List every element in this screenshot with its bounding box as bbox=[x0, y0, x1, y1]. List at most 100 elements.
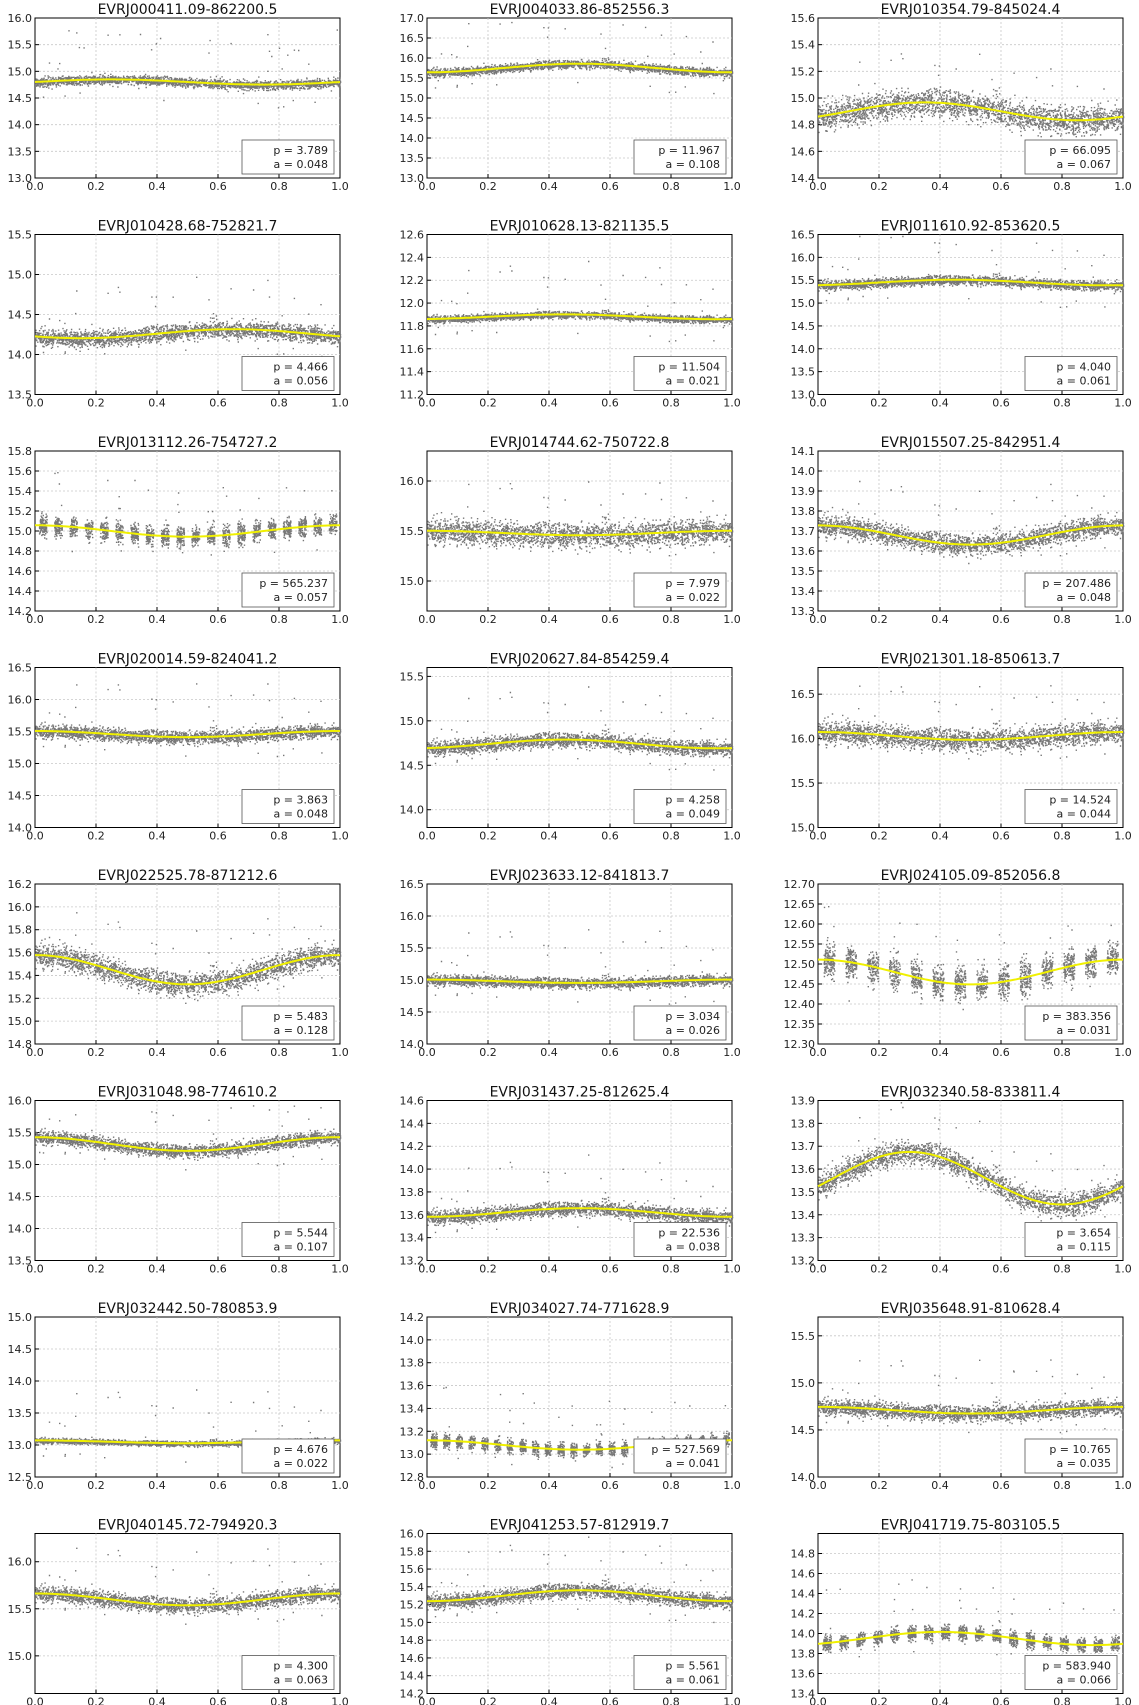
y-tick-label: 13.5 bbox=[8, 145, 33, 158]
y-tick-label: 16.0 bbox=[8, 1556, 33, 1569]
plot-title: EVRJ000411.09-862200.5 bbox=[98, 2, 278, 18]
x-tick-label: 0.2 bbox=[479, 1046, 497, 1059]
y-tick-label: 15.8 bbox=[8, 924, 33, 937]
lightcurve-panel-24: EVRJ041719.75-803105.5 0.0 0.2 0.4 0.6 0.8 1.0… bbox=[791, 1518, 1132, 1705]
y-tick-label: 15.4 bbox=[400, 1581, 425, 1594]
legend-box bbox=[1024, 789, 1118, 824]
legend-box bbox=[633, 789, 727, 824]
legend-period: p = 4.300 bbox=[273, 1660, 328, 1673]
y-tick-label: 14.0 bbox=[400, 1163, 425, 1176]
x-tick-label: 0.8 bbox=[1053, 1263, 1071, 1276]
legend-box bbox=[633, 139, 727, 175]
y-tick-label: 14.0 bbox=[8, 1223, 33, 1236]
legend-amplitude: a = 0.026 bbox=[666, 1024, 720, 1037]
y-tick-label: 13.2 bbox=[791, 1255, 816, 1268]
y-tick-label: 16.0 bbox=[8, 12, 33, 25]
x-tick-label: 0.4 bbox=[148, 180, 166, 193]
x-tick-label: 0.2 bbox=[87, 1479, 105, 1492]
y-tick-label: 12.50 bbox=[784, 958, 816, 971]
x-tick-label: 0.6 bbox=[209, 180, 227, 193]
y-tick-label: 13.0 bbox=[8, 172, 33, 185]
x-tick-label: 0.4 bbox=[540, 1696, 558, 1705]
x-tick-label: 0.2 bbox=[479, 397, 497, 410]
legend-box bbox=[633, 1222, 727, 1257]
x-tick-label: 0.6 bbox=[209, 830, 227, 843]
fit-curve bbox=[34, 78, 341, 86]
data-points bbox=[822, 1579, 1121, 1670]
x-tick-label: 1.0 bbox=[1114, 613, 1132, 626]
x-tick-label: 0.6 bbox=[601, 397, 619, 410]
x-tick-label: 0.6 bbox=[992, 613, 1010, 626]
legend-amplitude: a = 0.021 bbox=[666, 375, 720, 388]
legend-period: p = 383.356 bbox=[1042, 1010, 1111, 1023]
y-tick-label: 14.5 bbox=[8, 92, 33, 105]
legend-amplitude: a = 0.107 bbox=[274, 1241, 328, 1254]
legend-box bbox=[1024, 1438, 1118, 1474]
x-tick-label: 0.8 bbox=[270, 830, 288, 843]
y-tick-label: 15.0 bbox=[8, 65, 33, 78]
y-tick-label: 14.5 bbox=[400, 112, 425, 125]
fit-curve bbox=[426, 313, 732, 321]
fit-curve bbox=[427, 529, 732, 537]
y-tick-label: 15.2 bbox=[791, 65, 816, 78]
lightcurve-panel-18: EVRJ032340.58-833811.4 0.0 0.2 0.4 0.6 0.8 1.0… bbox=[791, 1085, 1132, 1276]
data-points bbox=[427, 1536, 734, 1624]
y-tick-label: 14.0 bbox=[791, 1471, 816, 1484]
fit-curve bbox=[818, 524, 1123, 546]
y-tick-label: 15.0 bbox=[8, 1159, 33, 1172]
legend-period: p = 527.569 bbox=[651, 1443, 720, 1456]
x-tick-label: 0.6 bbox=[209, 397, 227, 410]
x-tick-label: 0.2 bbox=[87, 1263, 105, 1276]
legend-amplitude: a = 0.063 bbox=[274, 1674, 328, 1687]
lightcurve-panel-23: EVRJ041253.57-812919.7 0.0 0.2 0.4 0.6 0.8 1.0… bbox=[400, 1518, 741, 1705]
y-tick-label: 13.8 bbox=[791, 1117, 816, 1130]
lightcurve-panel-9: EVRJ015507.25-842951.4 0.0 0.2 0.4 0.6 0.8 1.0… bbox=[791, 435, 1132, 626]
x-tick-label: 0.6 bbox=[992, 1479, 1010, 1492]
y-tick-label: 13.5 bbox=[791, 1186, 816, 1199]
plot-title: EVRJ032340.58-833811.4 bbox=[881, 1085, 1061, 1101]
y-tick-label: 15.8 bbox=[8, 445, 33, 458]
y-tick-label: 16.5 bbox=[400, 32, 425, 45]
y-tick-label: 16.5 bbox=[791, 688, 816, 701]
y-tick-label: 13.7 bbox=[791, 525, 816, 538]
x-tick-label: 0.6 bbox=[209, 1263, 227, 1276]
y-tick-label: 12.0 bbox=[400, 297, 425, 310]
x-tick-label: 0.8 bbox=[662, 1479, 680, 1492]
y-tick-label: 13.5 bbox=[8, 1407, 33, 1420]
y-tick-label: 14.8 bbox=[791, 1548, 816, 1561]
x-tick-label: 0.0 bbox=[809, 1046, 827, 1059]
legend-amplitude: a = 0.108 bbox=[666, 158, 720, 171]
y-tick-label: 13.5 bbox=[400, 152, 425, 165]
y-tick-label: 15.6 bbox=[791, 12, 816, 25]
y-tick-label: 15.5 bbox=[791, 777, 816, 790]
x-tick-label: 0.4 bbox=[931, 1479, 949, 1492]
y-tick-label: 14.6 bbox=[791, 145, 816, 158]
x-tick-label: 0.0 bbox=[26, 180, 44, 193]
x-tick-label: 1.0 bbox=[331, 1479, 349, 1492]
x-tick-label: 0.0 bbox=[418, 613, 436, 626]
y-tick-label: 13.6 bbox=[791, 1668, 816, 1681]
lightcurve-panel-3: EVRJ010354.79-845024.4 0.0 0.2 0.4 0.6 0.8 1.0… bbox=[791, 2, 1132, 193]
plot-title: EVRJ032442.50-780853.9 bbox=[98, 1301, 278, 1317]
x-tick-label: 0.4 bbox=[540, 1479, 558, 1492]
x-tick-label: 1.0 bbox=[723, 613, 741, 626]
y-tick-label: 14.2 bbox=[400, 1140, 425, 1153]
x-tick-label: 1.0 bbox=[331, 180, 349, 193]
y-tick-label: 15.6 bbox=[400, 1563, 425, 1576]
x-tick-label: 0.2 bbox=[479, 180, 497, 193]
y-tick-label: 14.0 bbox=[400, 1334, 425, 1347]
x-tick-label: 0.4 bbox=[931, 1263, 949, 1276]
y-tick-label: 14.0 bbox=[8, 119, 33, 132]
y-tick-label: 14.0 bbox=[8, 1375, 33, 1388]
x-tick-label: 0.2 bbox=[870, 1696, 888, 1705]
legend-box bbox=[1024, 356, 1118, 391]
x-tick-label: 1.0 bbox=[723, 180, 741, 193]
x-tick-label: 0.8 bbox=[662, 180, 680, 193]
plot-title: EVRJ041719.75-803105.5 bbox=[881, 1518, 1061, 1534]
lightcurve-panel-7: EVRJ013112.26-754727.2 0.0 0.2 0.4 0.6 0.8 1.0… bbox=[8, 435, 349, 626]
y-tick-label: 15.5 bbox=[400, 942, 425, 955]
y-tick-label: 14.0 bbox=[8, 349, 33, 362]
y-tick-label: 14.2 bbox=[8, 605, 33, 618]
y-tick-label: 14.0 bbox=[400, 132, 425, 145]
data-points bbox=[818, 1102, 1125, 1229]
